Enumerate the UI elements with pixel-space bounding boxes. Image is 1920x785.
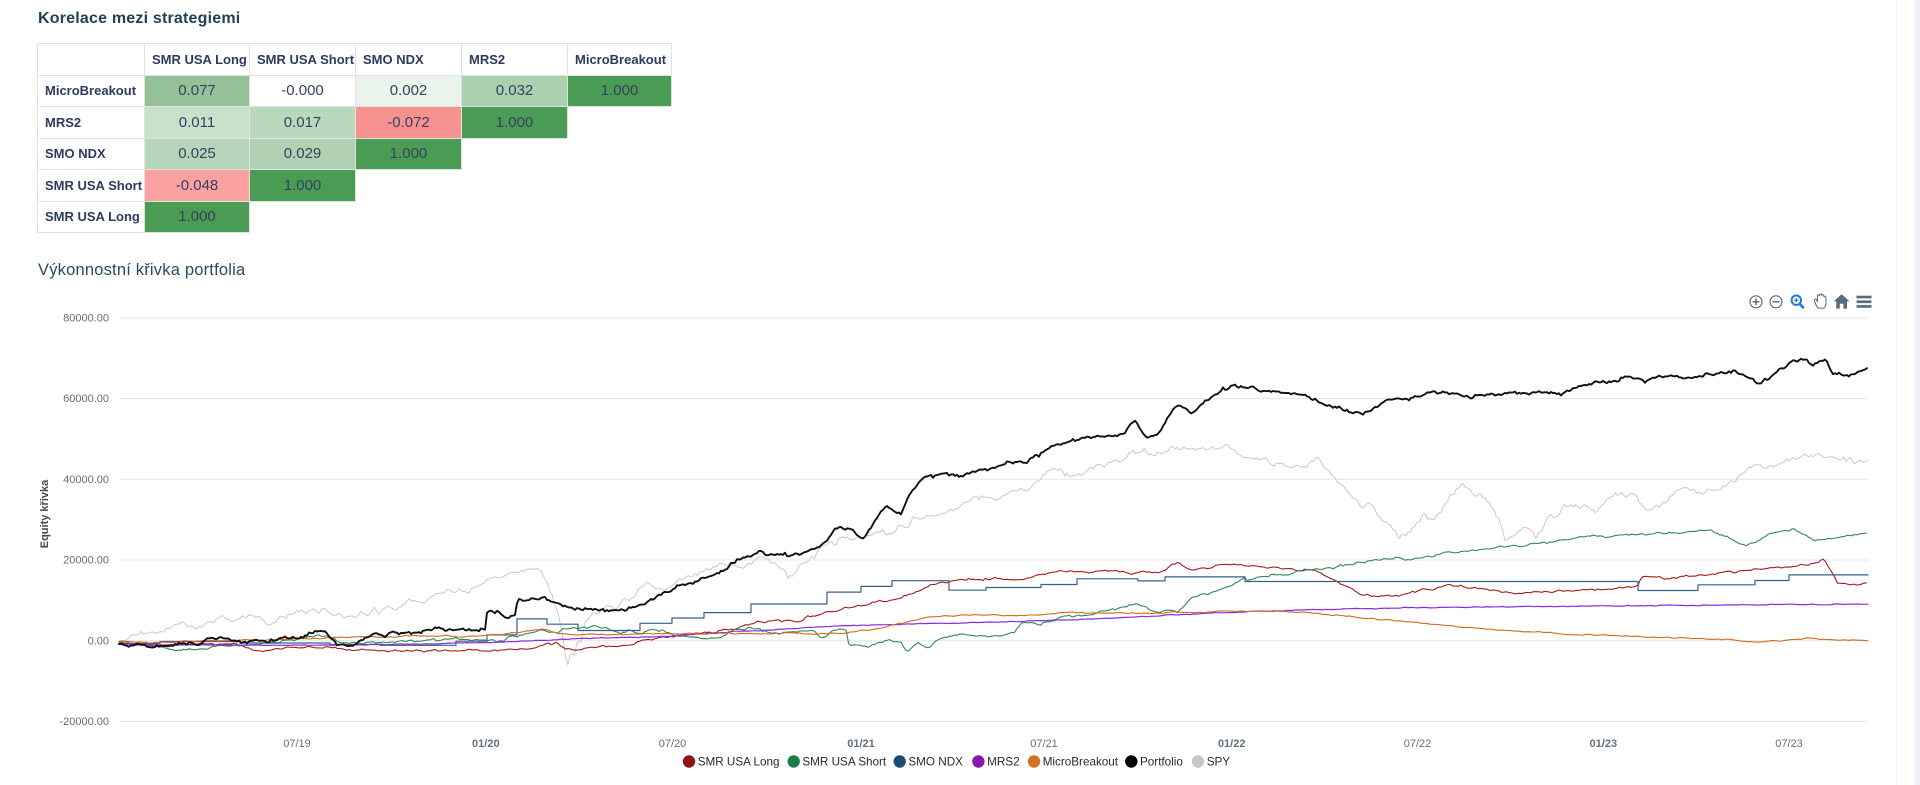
svg-text:MRS2: MRS2 <box>987 756 1019 769</box>
svg-text:60000.00: 60000.00 <box>63 393 109 405</box>
svg-text:SMO NDX: SMO NDX <box>908 756 963 769</box>
svg-text:-20000.00: -20000.00 <box>59 716 109 728</box>
svg-text:20000.00: 20000.00 <box>63 555 109 567</box>
svg-text:07/21: 07/21 <box>1030 738 1058 750</box>
svg-text:SMR USA Long: SMR USA Long <box>698 756 780 769</box>
svg-text:Portfolio: Portfolio <box>1140 756 1183 769</box>
svg-text:01/23: 01/23 <box>1590 738 1618 750</box>
svg-text:01/20: 01/20 <box>472 738 500 750</box>
svg-text:40000.00: 40000.00 <box>63 474 109 486</box>
svg-text:SPY: SPY <box>1207 756 1231 769</box>
svg-text:Equity křivka: Equity křivka <box>39 479 51 548</box>
svg-text:SMR USA Short: SMR USA Short <box>802 756 887 769</box>
svg-text:07/22: 07/22 <box>1404 738 1432 750</box>
svg-text:07/19: 07/19 <box>283 738 311 750</box>
svg-text:01/22: 01/22 <box>1218 738 1246 750</box>
svg-text:0.00: 0.00 <box>88 635 109 647</box>
svg-text:07/20: 07/20 <box>659 738 687 750</box>
svg-text:07/23: 07/23 <box>1775 738 1803 750</box>
svg-text:80000.00: 80000.00 <box>63 313 109 325</box>
svg-text:01/21: 01/21 <box>847 738 875 750</box>
svg-text:MicroBreakout: MicroBreakout <box>1043 756 1119 769</box>
